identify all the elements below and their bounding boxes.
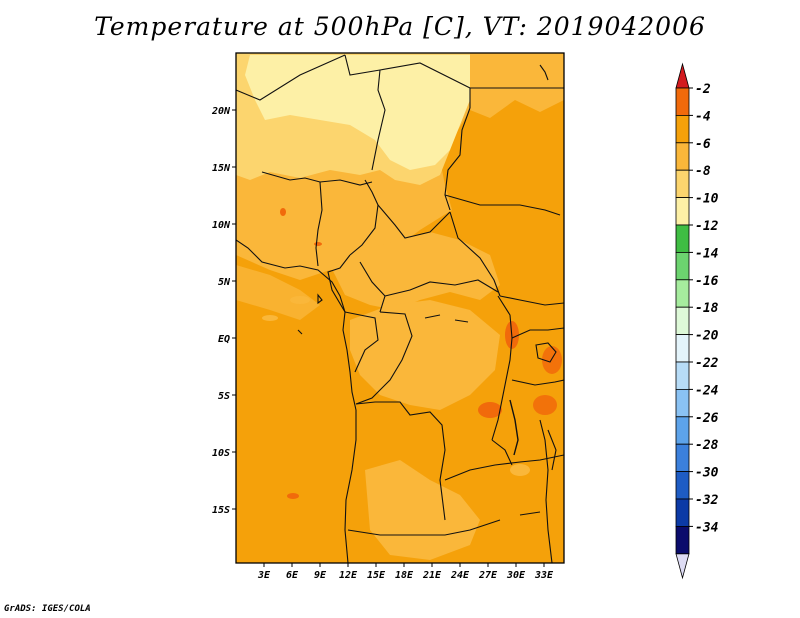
lat-label: 10N: [212, 220, 231, 231]
colorbar-swatch: [675, 471, 690, 500]
colorbar-swatch: [675, 443, 690, 473]
lat-label: 10S: [212, 448, 230, 459]
colorbar-swatch: [675, 526, 690, 555]
colorbar-swatch: [675, 388, 690, 418]
lat-label: 15N: [212, 163, 231, 174]
grads-credit: GrADS: IGES/COLA: [4, 604, 91, 614]
lat-label: 5N: [218, 277, 231, 288]
colorbar-label: -28: [695, 438, 719, 453]
lon-label: 6E: [286, 570, 299, 581]
colorbar-swatch: [675, 306, 690, 336]
colorbar-label: -22: [695, 356, 719, 371]
colorbar-swatch: [675, 416, 690, 445]
lon-label: 3E: [257, 570, 271, 581]
latitude-axis: 20N 15N 10N 5N EQ 5S 10S 15S: [211, 106, 236, 516]
longitude-axis: 3E 6E 9E 12E 15E 18E 21E 24E 27E 30E 33E: [257, 563, 554, 581]
lon-label: 15E: [367, 570, 386, 581]
colorbar-swatch: [675, 197, 690, 226]
colorbar: -2 -4 -6 -8 -10 -12 -14 -16 -18 -20 -22 -24 -26 -28 -3…: [675, 62, 719, 580]
colorbar-swatch: [675, 498, 690, 527]
lat-label: 20N: [211, 106, 231, 117]
lon-label: 33E: [534, 570, 554, 581]
colorbar-label: -20: [695, 329, 719, 344]
lon-label: 27E: [478, 570, 498, 581]
colorbar-top-triangle: [675, 62, 690, 89]
map-title: Temperature at 500hPa [C], VT: 201904200…: [94, 12, 706, 41]
colorbar-label: -30: [695, 466, 719, 481]
lat-label: 15S: [212, 505, 230, 516]
colorbar-label: -18: [695, 301, 719, 316]
colorbar-swatch: [675, 87, 690, 116]
colorbar-label: -16: [695, 274, 719, 289]
lon-label: 12E: [339, 570, 358, 581]
lat-label: EQ: [218, 334, 230, 345]
temperature-region-gulf: [236, 265, 320, 320]
temperature-region-car: [330, 232, 500, 310]
country-borders: [236, 54, 564, 563]
temperature-region-palest: [245, 55, 470, 170]
colorbar-label: -34: [695, 520, 719, 535]
warm-spot-tanzania: [533, 395, 557, 415]
colorbar-swatch: [675, 279, 690, 308]
colorbar-swatch: [675, 251, 690, 281]
colorbar-swatch: [675, 361, 690, 390]
colorbar-label: -14: [695, 246, 719, 261]
colorbar-swatch: [675, 142, 690, 171]
colorbar-label: -12: [695, 219, 719, 234]
colorbar-label: -6: [695, 137, 711, 152]
colorbar-bottom-triangle: [675, 553, 690, 580]
lon-label: 9E: [314, 570, 327, 581]
colorbar-label: -26: [695, 411, 719, 426]
lat-label: 5S: [218, 391, 230, 402]
warm-spot-nigeria: [314, 242, 322, 246]
colorbar-swatch: [675, 334, 690, 363]
warm-spot-great-lakes: [478, 402, 502, 418]
colorbar-swatch: [675, 169, 690, 198]
colorbar-label: -2: [695, 82, 711, 97]
colorbar-label: -4: [695, 109, 711, 124]
map-panel: [236, 53, 564, 563]
colorbar-label: -24: [695, 383, 719, 398]
warm-spot-kenya: [542, 346, 562, 374]
lon-label: 18E: [395, 570, 414, 581]
lon-label: 30E: [506, 570, 526, 581]
lon-label: 21E: [422, 570, 442, 581]
colorbar-label: -32: [695, 493, 719, 508]
colorbar-swatch: [675, 224, 690, 253]
colorbar-swatch: [675, 115, 690, 144]
warm-spot-ghana: [280, 208, 286, 216]
lon-label: 24E: [450, 570, 470, 581]
colorbar-label: -10: [695, 192, 719, 207]
warm-spot-atlantic: [287, 493, 299, 499]
map-frame: [235, 52, 565, 564]
colorbar-label: -8: [695, 164, 711, 179]
